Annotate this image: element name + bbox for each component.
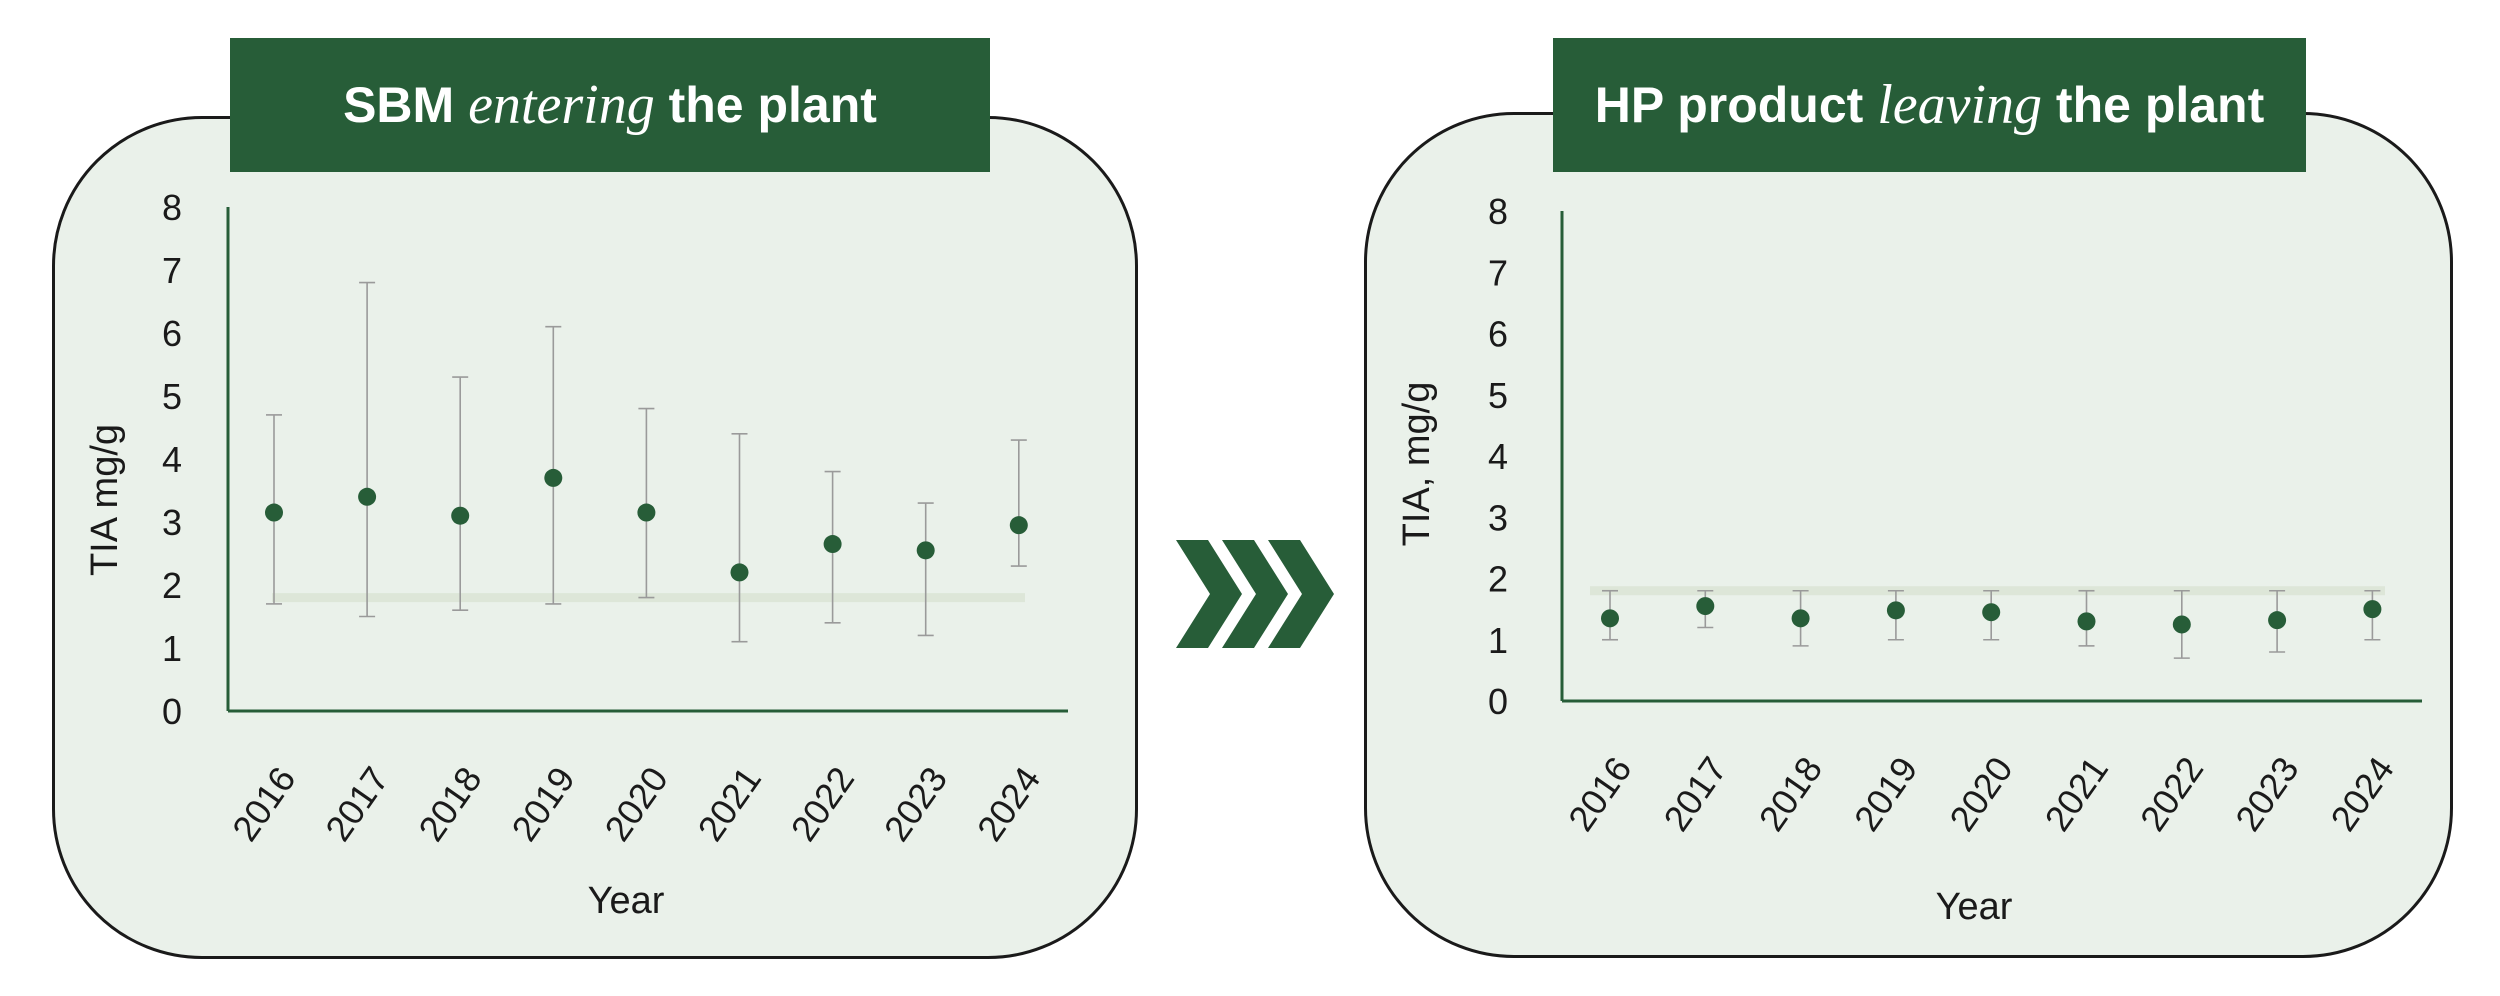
left-chart-title-banner: SBM entering the plant (230, 38, 990, 172)
right-data-point (2268, 611, 2287, 630)
right-data-point (1791, 609, 1810, 628)
right-y-tick-label: 1 (1488, 620, 1508, 661)
left-x-tick-label: 2023 (876, 759, 956, 848)
right-chart-panel (1364, 112, 2453, 958)
left-data-point (637, 503, 656, 522)
right-x-tick-label: 2019 (1846, 749, 1926, 838)
right-data-point (2077, 612, 2096, 631)
left-y-tick-label: 2 (162, 565, 182, 606)
left-x-tick-label: 2024 (969, 759, 1049, 848)
left-data-point (916, 541, 935, 560)
left-data-point (544, 468, 563, 487)
right-title-post: the plant (2055, 77, 2265, 133)
left-x-axis-title: Year (588, 880, 665, 922)
right-x-tick-label: 2018 (1751, 749, 1831, 838)
chevron-2 (1222, 540, 1288, 648)
left-y-tick-label: 1 (162, 628, 182, 669)
right-data-point (1982, 603, 2001, 622)
left-data-point (451, 506, 470, 525)
right-x-tick-label: 2021 (2036, 749, 2116, 838)
right-x-tick-label: 2022 (2132, 749, 2212, 838)
right-title-pre: HP product (1594, 77, 1864, 133)
left-x-tick-label: 2017 (317, 759, 397, 848)
left-data-point (265, 503, 283, 522)
left-x-tick-label: 2020 (596, 759, 676, 848)
left-y-tick-label: 4 (162, 439, 182, 480)
right-title-em: leaving (1877, 74, 2043, 136)
right-y-tick-label: 6 (1488, 314, 1508, 355)
left-y-tick-label: 6 (162, 313, 182, 354)
left-x-tick-label: 2019 (503, 759, 583, 848)
chevron-3 (1268, 540, 1334, 648)
left-y-tick-label: 7 (162, 250, 182, 291)
left-y-tick-label: 5 (162, 376, 182, 417)
right-x-tick-label: 2023 (2227, 749, 2307, 838)
right-y-tick-label: 8 (1488, 191, 1508, 232)
left-x-tick-label: 2016 (224, 759, 304, 848)
right-x-tick-label: 2024 (2322, 749, 2402, 838)
left-y-tick-label: 8 (162, 187, 182, 228)
right-y-tick-label: 7 (1488, 252, 1508, 293)
right-x-tick-label: 2016 (1560, 749, 1640, 838)
left-x-tick-label: 2021 (689, 759, 769, 848)
right-data-point (2172, 615, 2191, 634)
right-y-tick-label: 3 (1488, 497, 1508, 538)
left-x-tick-label: 2022 (783, 759, 863, 848)
left-title-pre: SBM (343, 77, 455, 133)
left-data-point (358, 487, 377, 506)
right-y-axis-title: TIA, mg/g (1396, 382, 1438, 547)
right-y-tick-label: 0 (1488, 681, 1508, 722)
right-data-point (1886, 601, 1905, 620)
right-data-point (1601, 609, 1619, 628)
left-x-tick-label: 2018 (410, 759, 490, 848)
left-y-tick-label: 0 (162, 691, 182, 732)
left-title-em: entering (468, 74, 655, 136)
left-title-post: the plant (668, 77, 877, 133)
right-x-axis-title: Year (1936, 886, 2013, 928)
left-data-point (730, 563, 749, 582)
right-y-tick-label: 4 (1488, 436, 1508, 477)
left-chart-panel (52, 116, 1138, 959)
left-data-point (1009, 516, 1028, 535)
right-chart-title-banner: HP product leaving the plant (1553, 38, 2306, 172)
left-y-axis-title: TIA mg/g (84, 424, 126, 576)
right-y-tick-label: 5 (1488, 375, 1508, 416)
right-x-tick-label: 2017 (1655, 749, 1735, 838)
right-x-tick-label: 2020 (1941, 749, 2021, 838)
right-y-tick-label: 2 (1488, 559, 1508, 600)
right-data-point (2363, 600, 2382, 619)
chevron-1 (1176, 540, 1242, 648)
triple-chevron-right-icon (1176, 540, 1334, 648)
left-y-tick-label: 3 (162, 502, 182, 543)
left-data-point (823, 535, 842, 554)
right-data-point (1696, 597, 1715, 616)
